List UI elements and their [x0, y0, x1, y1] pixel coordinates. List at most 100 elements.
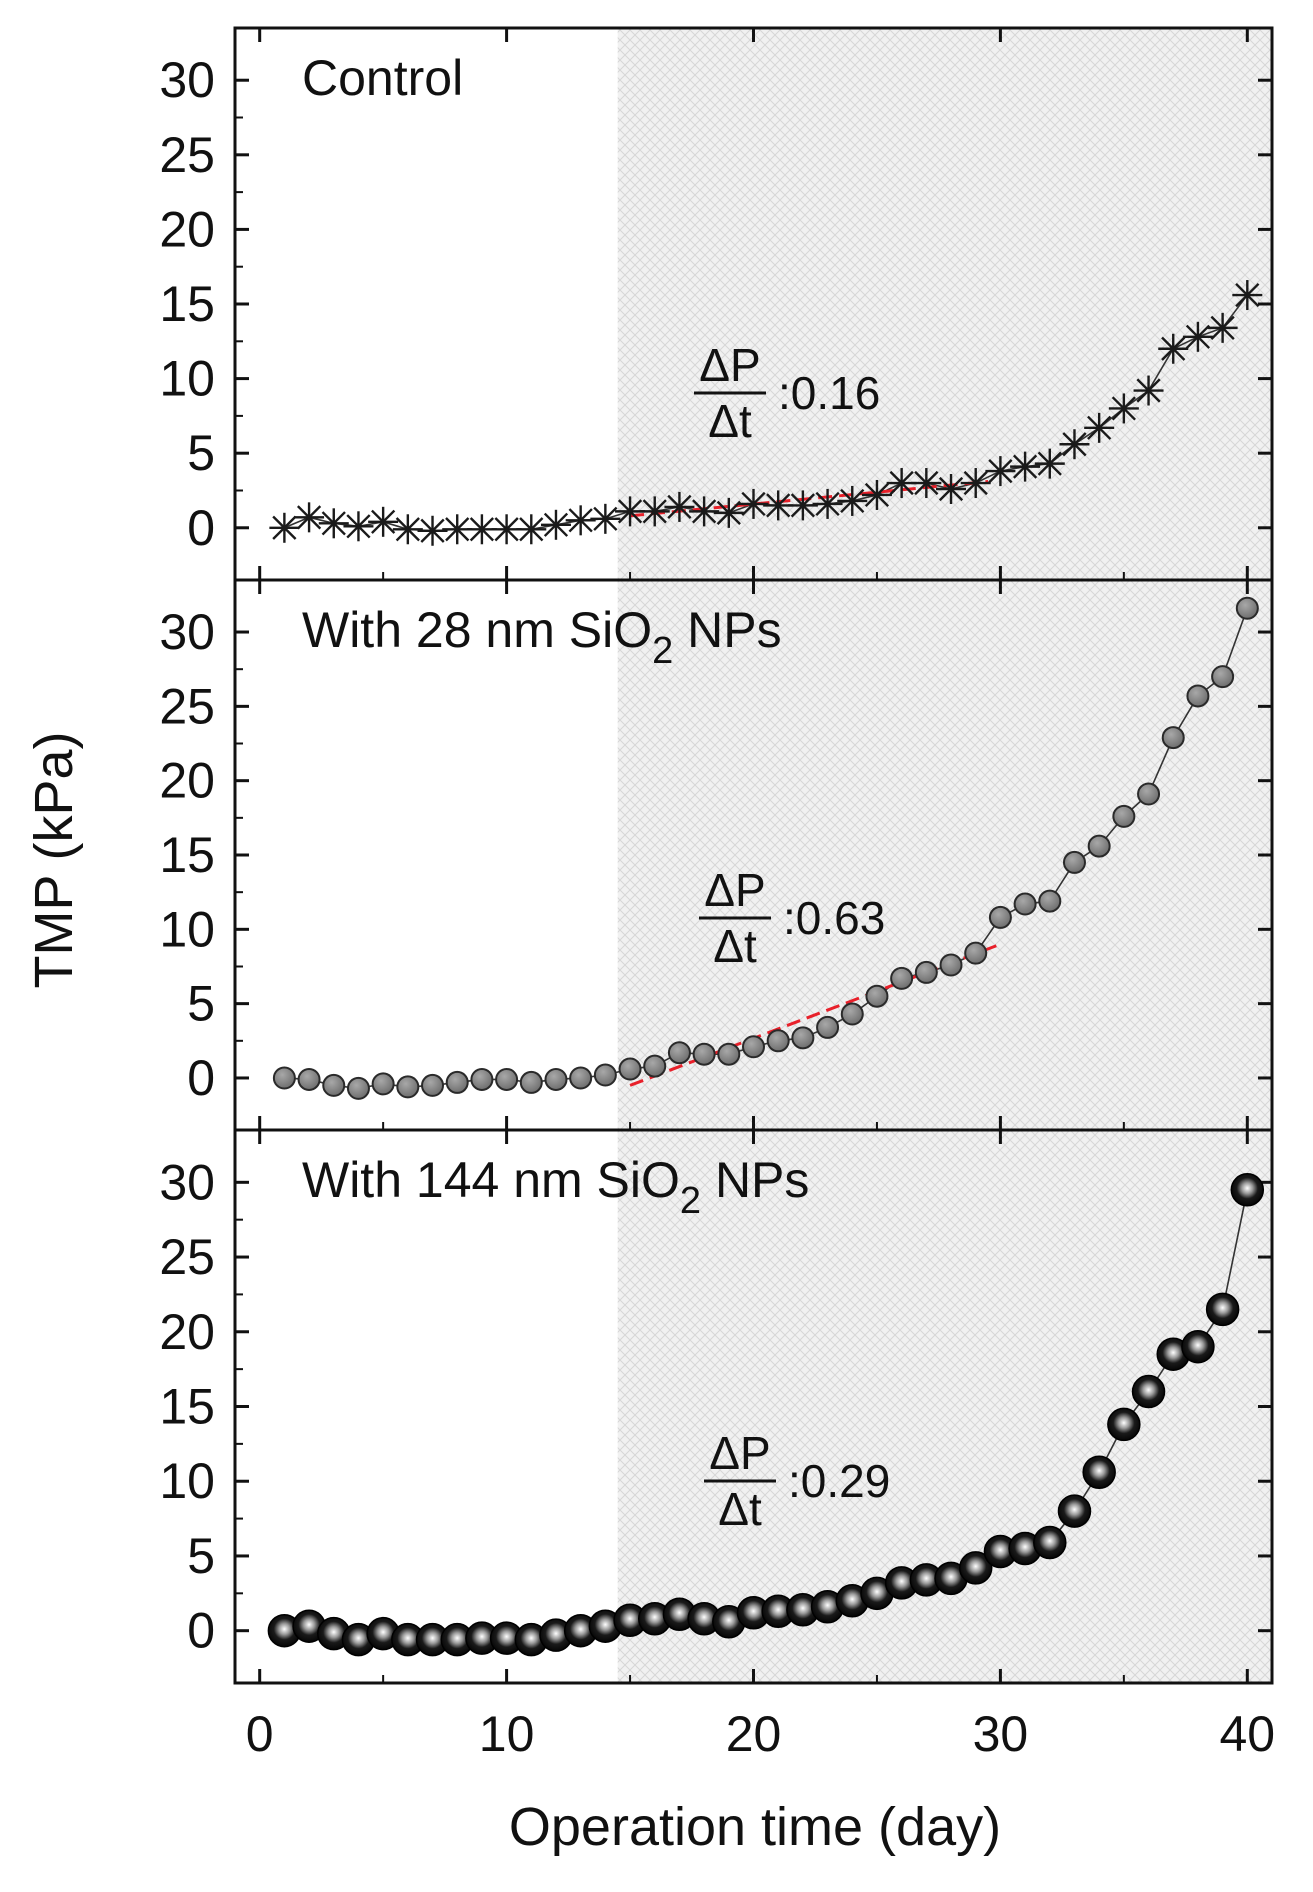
circle-marker	[396, 1075, 420, 1099]
slope-denominator: Δt	[713, 920, 757, 972]
sphere-marker	[1131, 1374, 1166, 1409]
y-axis-title: TMP (kPa)	[24, 731, 84, 988]
asterisk-stroke	[272, 515, 297, 540]
y-tick-label: 10	[159, 1453, 215, 1509]
asterisk-marker	[713, 497, 744, 528]
shaded-region	[617, 1130, 1272, 1683]
x-axis-title: Operation time (day)	[509, 1797, 1001, 1857]
asterisk-stroke	[445, 517, 470, 542]
asterisk-stroke	[1062, 432, 1087, 457]
slope-value: :0.29	[788, 1455, 890, 1507]
asterisk-stroke	[790, 493, 815, 518]
asterisk-stroke	[519, 517, 544, 542]
asterisk-stroke	[642, 499, 667, 524]
asterisk-stroke	[296, 505, 322, 530]
panel-label-subscript: 2	[652, 630, 673, 672]
slope-value: :0.16	[778, 367, 880, 419]
asterisk-stroke	[889, 470, 914, 496]
panel-label: With 144 nm SiO2 NPs	[302, 1152, 809, 1222]
asterisk-stroke	[395, 517, 420, 542]
y-tick-label: 15	[159, 827, 215, 883]
panel-label-main: With 144 nm SiO	[302, 1152, 680, 1208]
asterisk-stroke	[692, 499, 717, 524]
asterisk-stroke	[1161, 336, 1186, 361]
asterisk-marker	[1059, 429, 1090, 460]
panel-label-tail: NPs	[673, 602, 781, 658]
asterisk-marker	[1084, 412, 1115, 443]
asterisk-stroke	[346, 514, 371, 539]
asterisk-stroke	[494, 517, 519, 542]
y-tick-label: 5	[187, 1528, 215, 1584]
slope-denominator: Δt	[708, 395, 752, 447]
y-tick-label: 10	[159, 351, 215, 407]
circle-marker	[519, 1070, 543, 1094]
sphere-marker	[1033, 1525, 1067, 1560]
panel-label-tail: NPs	[701, 1152, 809, 1208]
panel-label-main: With 28 nm SiO	[302, 602, 652, 658]
x-tick-label: 10	[479, 1706, 535, 1762]
circle-marker	[643, 1054, 667, 1078]
asterisk-stroke	[420, 518, 445, 543]
x-tick-label: 20	[726, 1706, 782, 1762]
circle-marker	[964, 941, 988, 965]
y-tick-label: 20	[159, 201, 215, 257]
y-tick-label: 20	[159, 1304, 215, 1360]
panel-label-subscript: 2	[680, 1180, 701, 1222]
asterisk-stroke	[667, 494, 692, 519]
asterisk-marker	[960, 468, 991, 499]
shaded-region	[617, 28, 1272, 580]
circle-marker	[1137, 782, 1161, 806]
circle-marker	[593, 1063, 617, 1087]
asterisk-marker	[664, 491, 695, 522]
asterisk-marker	[812, 488, 843, 519]
asterisk-marker	[837, 485, 868, 516]
asterisk-marker	[417, 515, 448, 546]
panel-label: Control	[302, 50, 463, 106]
y-tick-label: 25	[159, 127, 215, 183]
slope-denominator: Δt	[718, 1483, 762, 1535]
circle-marker	[840, 1002, 864, 1026]
fit-line	[629, 942, 1001, 1087]
y-tick-label: 5	[187, 976, 215, 1032]
circle-marker	[939, 953, 963, 977]
circle-marker	[816, 1015, 840, 1039]
circle-marker	[717, 1042, 741, 1066]
asterisk-marker	[936, 473, 967, 504]
y-tick-label: 0	[187, 1603, 215, 1659]
asterisk-marker	[787, 490, 818, 521]
circle-marker	[371, 1072, 395, 1096]
circle-marker	[1013, 892, 1037, 916]
y-tick-label: 30	[159, 604, 215, 660]
asterisk-stroke	[543, 512, 569, 537]
panel-3: 0 5 10 15 20 25 30 With 144 nm SiO2 NPs ΔPΔt:0.2…	[159, 1128, 1274, 1685]
circle-marker	[1087, 834, 1111, 858]
y-tick-label: 15	[159, 1379, 215, 1435]
asterisk-stroke	[321, 511, 346, 536]
circle-marker	[544, 1067, 568, 1091]
circle-marker	[1038, 889, 1062, 913]
circle-marker	[742, 1035, 765, 1059]
y-tick-label: 30	[159, 1154, 215, 1210]
asterisk-stroke	[1012, 454, 1038, 479]
y-tick-label: 5	[187, 425, 215, 481]
circle-marker	[495, 1067, 519, 1091]
asterisk-marker	[1133, 375, 1164, 406]
sphere-marker	[1181, 1329, 1215, 1364]
asterisk-stroke	[766, 493, 791, 518]
circle-marker	[1161, 726, 1185, 750]
asterisk-stroke	[593, 506, 618, 531]
asterisk-marker	[1158, 333, 1189, 364]
circle-marker	[1211, 665, 1235, 689]
asterisk-marker	[615, 496, 646, 527]
y-tick-label: 0	[187, 1050, 215, 1106]
asterisk-stroke	[716, 500, 741, 525]
asterisk-stroke	[1087, 415, 1112, 440]
circle-marker	[421, 1073, 445, 1097]
circle-marker	[1062, 850, 1086, 874]
series-line	[284, 607, 1249, 1090]
circle-marker	[322, 1073, 346, 1097]
circle-marker	[470, 1067, 494, 1091]
asterisk-stroke	[1136, 378, 1161, 403]
